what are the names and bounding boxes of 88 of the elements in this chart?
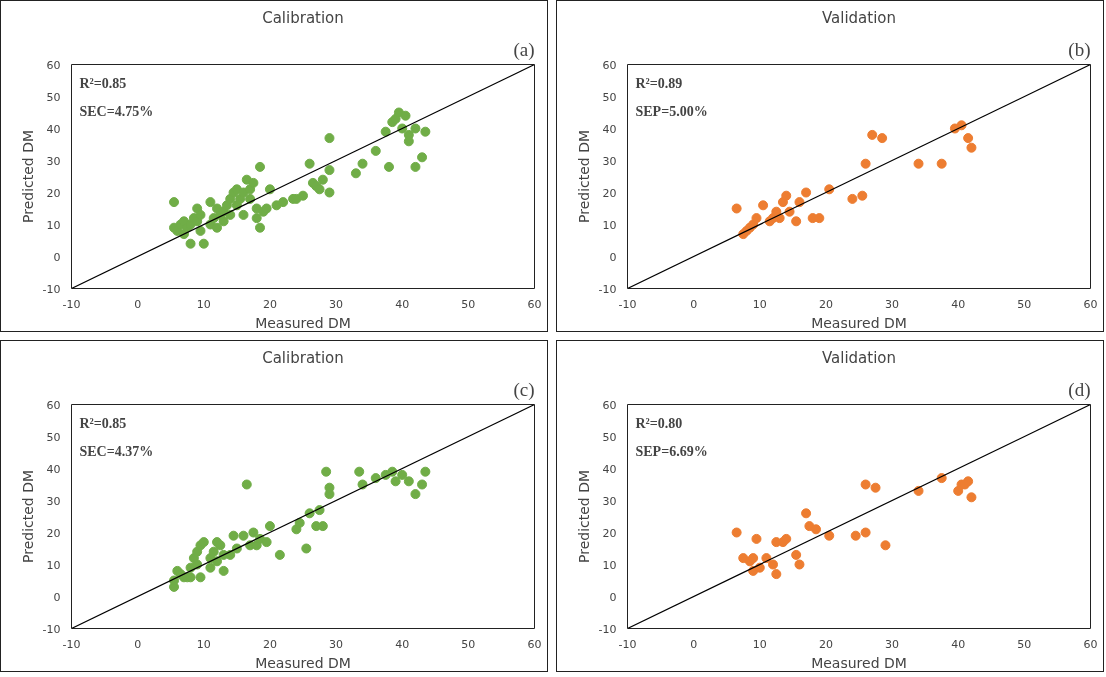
y-tick-label: 60	[46, 398, 61, 412]
x-tick-label: 10	[196, 297, 211, 311]
y-tick-label: 40	[46, 462, 61, 476]
x-tick-label: 30	[885, 637, 900, 651]
x-tick-label: 40	[951, 297, 966, 311]
y-tick-label: 0	[609, 250, 617, 264]
annotation: R²=0.89	[635, 75, 683, 91]
y-tick-label: 60	[602, 398, 617, 412]
y-tick-label: 10	[46, 218, 61, 232]
y-tick-label: -10	[42, 282, 61, 296]
annotation: SEC=4.37%	[79, 443, 154, 459]
x-tick-label: 50	[1017, 637, 1032, 651]
x-tick-label: 0	[134, 637, 142, 651]
y-tick-label: 50	[46, 90, 61, 104]
y-tick-label: 40	[602, 462, 617, 476]
y-axis-title: Predicted DM	[575, 469, 592, 564]
annotation: R²=0.85	[79, 75, 127, 91]
y-tick-label: 0	[53, 590, 61, 604]
annotation: R²=0.80	[635, 415, 683, 431]
x-tick-label: -10	[62, 297, 81, 311]
y-tick-label: 30	[602, 154, 617, 168]
y-tick-label: 10	[602, 558, 617, 572]
x-axis-title: Measured DM	[811, 654, 907, 671]
x-tick-label: 20	[262, 637, 277, 651]
y-axis-title: Predicted DM	[19, 129, 36, 224]
x-tick-label: 10	[196, 637, 211, 651]
x-tick-label: 50	[461, 297, 476, 311]
y-tick-label: -10	[598, 282, 617, 296]
x-tick-label: -10	[618, 297, 637, 311]
y-tick-label: 10	[46, 558, 61, 572]
x-tick-label: 60	[1083, 297, 1098, 311]
y-tick-label: 20	[602, 186, 617, 200]
annotation: SEC=4.75%	[79, 103, 154, 119]
y-tick-label: 50	[46, 430, 61, 444]
y-tick-label: 20	[602, 526, 617, 540]
x-tick-label: -10	[618, 637, 637, 651]
x-tick-label: 0	[690, 637, 698, 651]
y-tick-label: -10	[598, 622, 617, 636]
y-axis-title: Predicted DM	[575, 129, 592, 224]
chart-title: Calibration	[262, 8, 344, 27]
text: (c)	[513, 378, 535, 401]
y-tick-label: 50	[602, 90, 617, 104]
text: (b)	[1068, 38, 1091, 61]
x-axis-title: Measured DM	[811, 314, 907, 331]
y-tick-label: 20	[46, 526, 61, 540]
x-tick-label: 20	[262, 297, 277, 311]
x-tick-label: 40	[951, 637, 966, 651]
x-tick-label: 30	[885, 297, 900, 311]
x-tick-label: 60	[527, 637, 542, 651]
annotation: SEP=6.69%	[635, 443, 708, 459]
chart-title: Validation	[821, 8, 897, 27]
x-axis-title: Measured DM	[255, 654, 351, 671]
y-axis-title: Predicted DM	[19, 469, 36, 564]
x-tick-label: 0	[134, 297, 142, 311]
y-tick-label: 30	[602, 494, 617, 508]
x-tick-label: 40	[395, 297, 410, 311]
x-tick-label: 0	[690, 297, 698, 311]
x-tick-label: 10	[752, 297, 767, 311]
x-tick-label: 60	[1083, 637, 1098, 651]
y-tick-label: 50	[602, 430, 617, 444]
x-tick-label: 20	[818, 637, 833, 651]
annotation: SEP=5.00%	[635, 103, 708, 119]
x-axis-title: Measured DM	[255, 314, 351, 331]
x-tick-label: 40	[395, 637, 410, 651]
y-tick-label: 0	[609, 590, 617, 604]
x-tick-label: 60	[527, 297, 542, 311]
y-tick-label: 20	[46, 186, 61, 200]
y-tick-label: 10	[602, 218, 617, 232]
text: (a)	[513, 38, 535, 61]
x-tick-label: 30	[329, 637, 344, 651]
x-tick-label: 10	[752, 637, 767, 651]
x-tick-label: 30	[329, 297, 344, 311]
chart-title: Validation	[821, 348, 897, 367]
y-tick-label: 0	[53, 250, 61, 264]
y-tick-label: 60	[602, 58, 617, 72]
y-tick-label: 30	[46, 494, 61, 508]
x-tick-label: -10	[62, 637, 81, 651]
y-tick-label: 60	[46, 58, 61, 72]
text: (d)	[1068, 378, 1091, 401]
y-tick-label: 30	[46, 154, 61, 168]
x-tick-label: 20	[818, 297, 833, 311]
x-tick-label: 50	[461, 637, 476, 651]
y-tick-label: 40	[602, 122, 617, 136]
chart-title: Calibration	[262, 348, 344, 367]
y-tick-label: -10	[42, 622, 61, 636]
x-tick-label: 50	[1017, 297, 1032, 311]
y-tick-label: 40	[46, 122, 61, 136]
annotation: R²=0.85	[79, 415, 127, 431]
